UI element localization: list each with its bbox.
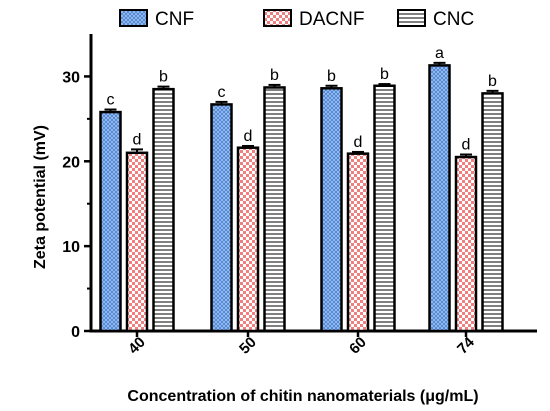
legend-label-dacnf: DACNF xyxy=(299,9,364,30)
significance-label: b xyxy=(488,73,497,90)
legend-swatch-cnf xyxy=(119,9,148,27)
significance-label: a xyxy=(435,45,444,62)
bar-cnc xyxy=(263,86,286,333)
legend-label-cnc: CNC xyxy=(433,9,474,30)
x-tick-label: 40 xyxy=(125,334,149,358)
bar-cnf xyxy=(99,110,122,333)
bar-cnc xyxy=(152,87,175,333)
significance-label: b xyxy=(159,69,168,86)
significance-label: d xyxy=(462,136,471,153)
bar-cnf xyxy=(428,64,451,333)
x-tick-label: 60 xyxy=(346,334,370,358)
bar-cnf xyxy=(320,87,343,333)
significance-label: b xyxy=(270,67,279,84)
y-tick-label: 10 xyxy=(62,239,80,256)
y-tick-label: 30 xyxy=(62,69,80,86)
x-axis-title: Concentration of chitin nanomaterials (μ… xyxy=(127,388,478,405)
significance-label: d xyxy=(133,131,142,148)
significance-label: b xyxy=(380,66,389,83)
bar-cnc xyxy=(481,92,504,333)
bar-cnf xyxy=(210,103,233,333)
bar-dacnf xyxy=(454,155,478,333)
y-tick-label: 0 xyxy=(71,324,80,341)
x-tick-label: 50 xyxy=(236,334,260,358)
legend-label-cnf: CNF xyxy=(155,9,194,30)
bar-dacnf xyxy=(125,151,149,333)
bar-dacnf xyxy=(236,146,260,333)
bar-dacnf xyxy=(346,152,370,333)
legend-swatch-dacnf xyxy=(263,9,292,27)
significance-label: d xyxy=(244,128,253,145)
y-axis-title: Zeta potential (mV) xyxy=(32,125,49,269)
x-tick-label: 74 xyxy=(454,333,478,357)
legend: CNF DACNF CNC xyxy=(119,9,474,30)
significance-label: c xyxy=(107,92,115,109)
plot-area: 0 10 20 30 40 50 60 74 c c b a d d d d b b b b xyxy=(62,34,537,358)
legend-swatch-cnc xyxy=(397,9,426,27)
y-tick-label: 20 xyxy=(62,154,80,171)
significance-label: b xyxy=(327,68,336,85)
bar-cnc xyxy=(373,84,396,333)
significance-label: d xyxy=(354,134,363,151)
significance-label: c xyxy=(218,84,226,101)
